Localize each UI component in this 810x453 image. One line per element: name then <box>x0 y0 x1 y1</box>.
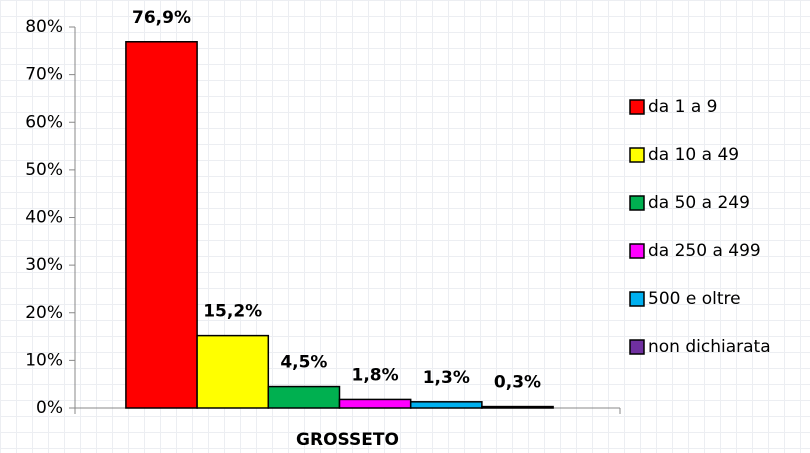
legend-swatch <box>629 147 645 163</box>
y-tick-label: 20% <box>25 303 63 323</box>
legend-label: da 250 a 499 <box>648 241 761 261</box>
legend-label: non dichiarata <box>648 337 771 357</box>
bar <box>409 401 483 409</box>
data-label: 4,5% <box>280 353 327 373</box>
legend-label: da 1 a 9 <box>648 97 717 117</box>
y-tick-label: 60% <box>25 112 63 132</box>
y-tick-label: 70% <box>25 65 63 85</box>
legend-swatch <box>629 291 645 307</box>
legend-swatch <box>629 195 645 211</box>
legend-swatch <box>629 99 645 115</box>
legend-label: da 50 a 249 <box>648 193 750 213</box>
legend-label: 500 e oltre <box>648 289 741 309</box>
y-tick-label: 40% <box>25 208 63 228</box>
data-label: 15,2% <box>203 302 262 322</box>
bar <box>481 405 554 409</box>
legend-label: da 10 a 49 <box>648 145 739 165</box>
data-label: 1,3% <box>423 368 470 388</box>
data-label: 76,9% <box>132 8 191 28</box>
y-tick-label: 80% <box>25 17 63 37</box>
x-tick-label: GROSSETO <box>296 430 399 450</box>
bar <box>267 385 341 409</box>
bar <box>196 334 270 409</box>
legend-swatch <box>629 339 645 355</box>
y-tick-label: 30% <box>25 255 63 275</box>
data-label: 0,3% <box>494 373 541 393</box>
y-tick-label: 50% <box>25 160 63 180</box>
legend-swatch <box>629 243 645 259</box>
data-label: 1,8% <box>352 365 399 385</box>
y-tick-label: 10% <box>25 350 63 370</box>
bar <box>125 41 198 409</box>
y-tick-label: 0% <box>36 398 63 418</box>
bar <box>338 398 412 409</box>
